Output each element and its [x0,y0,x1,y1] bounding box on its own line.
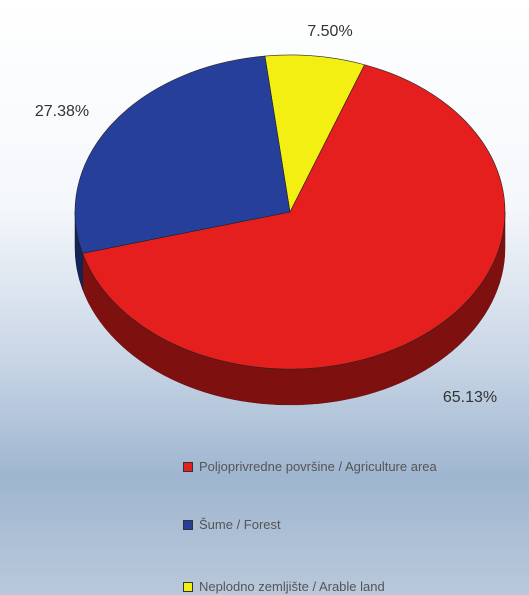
legend-swatch [183,582,193,592]
legend-label: Neplodno zemljište / Arable land [199,578,385,595]
pie-chart: 65.13% 27.38% 7.50% [0,0,529,595]
data-label: 7.50% [307,23,352,40]
legend-item: Šume / Forest [183,516,443,533]
legend-item: Neplodno zemljište / Arable land [183,578,443,595]
data-label: 65.13% [443,389,497,406]
legend-swatch [183,462,193,472]
legend-label: Šume / Forest [199,516,281,533]
data-label: 27.38% [35,103,89,120]
chart: 65.13% 27.38% 7.50% Poljoprivredne površin… [0,0,529,595]
legend-swatch [183,520,193,530]
legend-item: Poljoprivredne površine / Agriculture ar… [183,458,443,475]
legend-label: Poljoprivredne površine / Agriculture ar… [199,458,437,475]
